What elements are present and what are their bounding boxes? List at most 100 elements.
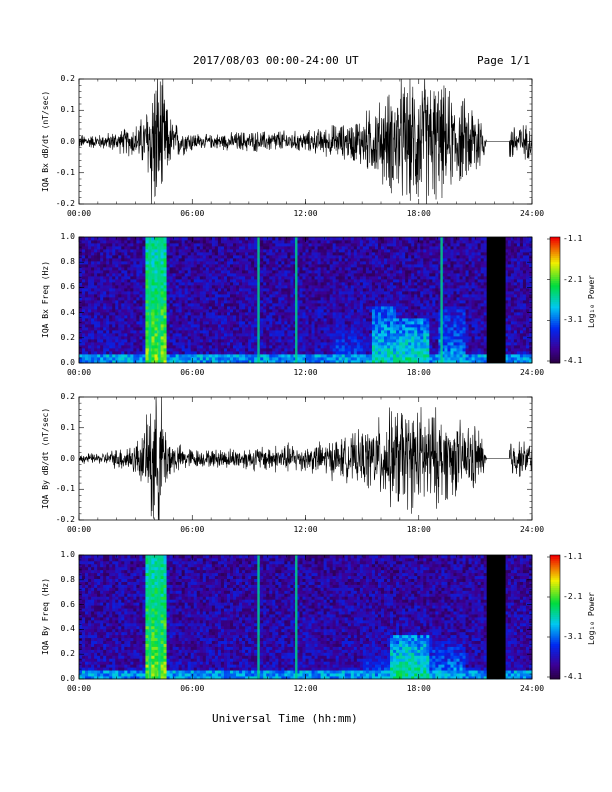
- heatmap-cell: [417, 327, 421, 331]
- heatmap-cell: [233, 357, 237, 361]
- heatmap-cell: [160, 282, 164, 286]
- heatmap-cell: [175, 273, 180, 277]
- heatmap-cell: [239, 327, 243, 331]
- heatmap-cell: [414, 321, 418, 325]
- heatmap-cell: [163, 306, 167, 310]
- heatmap-cell: [338, 357, 343, 361]
- heatmap-cell: [260, 318, 264, 322]
- heatmap-cell: [82, 276, 86, 280]
- heatmap-cell: [251, 300, 255, 304]
- heatmap-cell: [214, 297, 219, 301]
- heatmap-cell: [362, 237, 367, 241]
- heatmap-cell: [133, 339, 137, 343]
- heatmap-cell: [106, 330, 110, 334]
- heatmap-cell: [106, 294, 110, 298]
- heatmap-cell: [251, 264, 255, 268]
- heatmap-cell: [85, 237, 89, 241]
- heatmap-cell: [405, 237, 409, 241]
- heatmap-cell: [217, 270, 222, 274]
- heatmap-cell: [193, 243, 198, 247]
- heatmap-cell: [287, 351, 291, 355]
- heatmap-cell: [341, 357, 346, 361]
- heatmap-cell: [175, 297, 180, 301]
- heatmap-cell: [311, 336, 315, 340]
- heatmap-cell: [251, 270, 255, 274]
- heatmap-cell: [414, 342, 418, 346]
- heatmap-cell: [130, 240, 134, 244]
- heatmap-cell: [269, 306, 273, 310]
- heatmap-cell: [326, 324, 331, 328]
- heatmap-cell: [272, 342, 276, 346]
- heatmap-cell: [290, 291, 294, 295]
- heatmap-cell: [317, 237, 321, 241]
- heatmap-cell: [320, 246, 325, 250]
- heatmap-cell: [329, 249, 334, 253]
- heatmap-cell: [254, 282, 258, 286]
- heatmap-cell: [426, 312, 430, 316]
- heatmap-cell: [223, 327, 228, 331]
- heatmap-cell: [136, 276, 140, 280]
- heatmap-cell: [136, 237, 140, 241]
- heatmap-cell: [381, 348, 385, 352]
- heatmap-cell: [405, 294, 409, 298]
- heatmap-cell: [109, 243, 113, 247]
- heatmap-cell: [109, 285, 113, 289]
- heatmap-cell: [172, 309, 177, 313]
- heatmap-cell: [263, 252, 267, 256]
- heatmap-cell: [347, 303, 352, 307]
- heatmap-cell: [121, 237, 125, 241]
- heatmap-cell: [284, 273, 288, 277]
- heatmap-cell: [166, 321, 170, 325]
- heatmap-cell: [106, 270, 110, 274]
- heatmap-cell: [371, 345, 376, 349]
- heatmap-cell: [299, 333, 303, 337]
- heatmap-cell: [109, 327, 113, 331]
- heatmap-cell: [127, 240, 131, 244]
- heatmap-cell: [124, 321, 128, 325]
- heatmap-cell: [317, 246, 321, 250]
- heatmap-cell: [278, 246, 282, 250]
- heatmap-cell: [423, 246, 427, 250]
- heatmap-cell: [196, 255, 201, 259]
- heatmap-cell: [341, 300, 346, 304]
- heatmap-cell: [94, 321, 98, 325]
- heatmap-cell: [341, 315, 346, 319]
- heatmap-cell: [347, 261, 352, 265]
- heatmap-cell: [130, 336, 134, 340]
- heatmap-cell: [308, 315, 312, 319]
- heatmap-cell: [217, 360, 222, 364]
- heatmap-cell: [350, 318, 355, 322]
- heatmap-cell: [245, 318, 249, 322]
- heatmap-cell: [202, 270, 207, 274]
- heatmap-cell: [338, 318, 343, 322]
- heatmap-cell: [103, 318, 107, 322]
- heatmap-cell: [281, 306, 285, 310]
- heatmap-cell: [187, 333, 192, 337]
- heatmap-cell: [97, 336, 101, 340]
- heatmap-cell: [353, 327, 358, 331]
- heatmap-cell: [136, 351, 140, 355]
- heatmap-cell: [118, 237, 122, 241]
- heatmap-cell: [145, 348, 149, 352]
- heatmap-cell: [124, 267, 128, 271]
- heatmap-cell: [371, 237, 376, 241]
- heatmap-cell: [281, 309, 285, 313]
- heatmap-cell: [193, 324, 198, 328]
- heatmap-cell: [423, 312, 427, 316]
- heatmap-cell: [390, 339, 394, 343]
- heatmap-cell: [393, 321, 397, 325]
- heatmap-cell: [109, 324, 113, 328]
- heatmap-cell: [127, 342, 131, 346]
- heatmap-cell: [187, 279, 192, 283]
- heatmap-cell: [335, 297, 340, 301]
- heatmap-cell: [353, 300, 358, 304]
- heatmap-cell: [299, 291, 303, 295]
- heatmap-cell: [368, 321, 373, 325]
- heatmap-cell: [142, 261, 146, 265]
- heatmap-cell: [79, 270, 83, 274]
- heatmap-cell: [145, 261, 149, 265]
- heatmap-cell: [278, 354, 282, 358]
- heatmap-cell: [411, 306, 415, 310]
- heatmap-cell: [329, 246, 334, 250]
- heatmap-cell: [220, 279, 225, 283]
